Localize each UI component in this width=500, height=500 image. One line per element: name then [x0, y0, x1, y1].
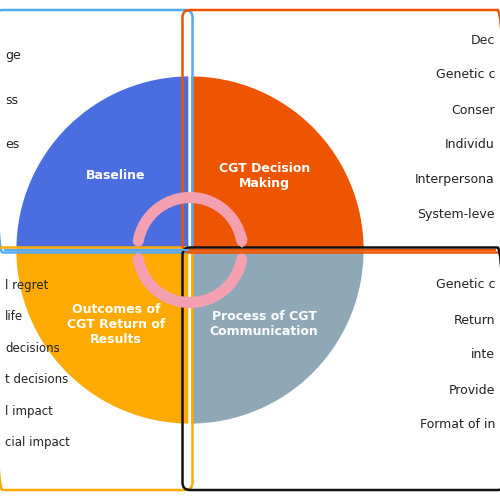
Text: Individu: Individu	[446, 138, 495, 151]
Text: Genetic c: Genetic c	[436, 278, 495, 291]
Text: decisions: decisions	[5, 342, 60, 354]
Text: Dec: Dec	[470, 34, 495, 46]
Text: System-leve: System-leve	[418, 208, 495, 222]
Text: l regret: l regret	[5, 278, 49, 291]
Text: Baseline: Baseline	[86, 170, 146, 182]
Text: Provide: Provide	[448, 384, 495, 396]
Text: inte: inte	[471, 348, 495, 362]
Text: ss: ss	[5, 94, 18, 106]
Text: Genetic c: Genetic c	[436, 68, 495, 82]
Text: es: es	[5, 138, 19, 151]
Text: Return: Return	[454, 314, 495, 326]
Text: Conser: Conser	[452, 104, 495, 117]
Wedge shape	[15, 75, 190, 250]
Text: Format of in: Format of in	[420, 418, 495, 432]
Text: ge: ge	[5, 48, 21, 62]
Wedge shape	[15, 250, 190, 425]
Text: Outcomes of
CGT Return of
Results: Outcomes of CGT Return of Results	[66, 302, 165, 346]
Wedge shape	[190, 250, 365, 425]
Text: l impact: l impact	[5, 404, 53, 417]
Text: CGT Decision
Making: CGT Decision Making	[218, 162, 310, 190]
Wedge shape	[190, 75, 365, 250]
Text: Process of CGT
Communication: Process of CGT Communication	[210, 310, 318, 338]
Text: life: life	[5, 310, 23, 323]
Text: Interpersona: Interpersona	[415, 174, 495, 186]
Text: cial impact: cial impact	[5, 436, 70, 449]
Text: t decisions: t decisions	[5, 373, 68, 386]
